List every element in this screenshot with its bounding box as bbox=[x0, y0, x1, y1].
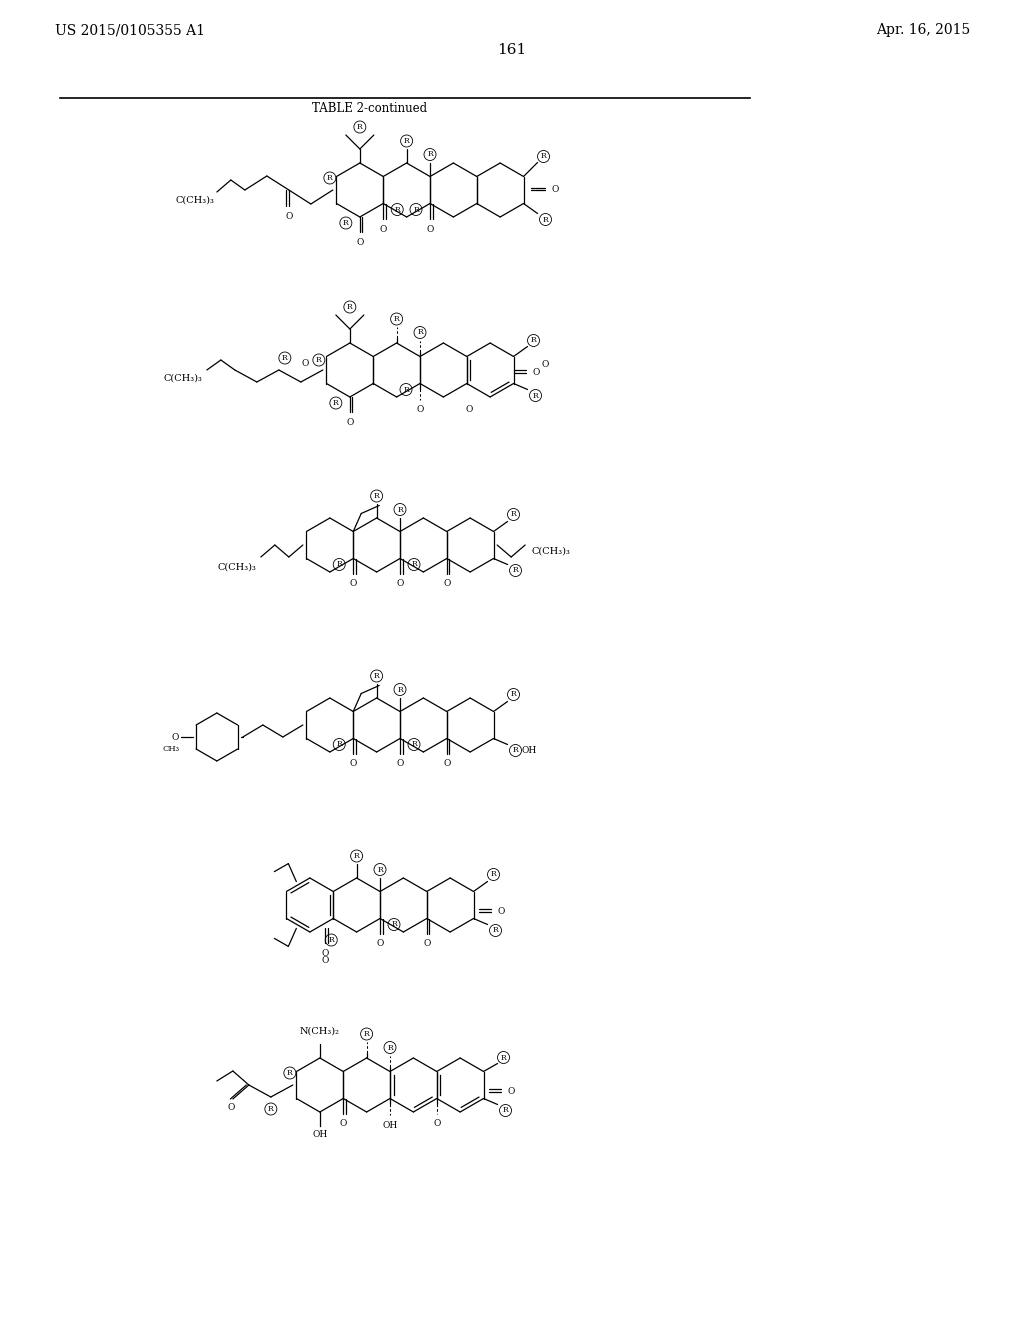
Text: R: R bbox=[374, 672, 380, 680]
Text: O: O bbox=[340, 1119, 347, 1129]
Text: R: R bbox=[541, 153, 547, 161]
Text: R: R bbox=[490, 870, 497, 879]
Text: O: O bbox=[443, 759, 451, 768]
Text: R: R bbox=[343, 219, 349, 227]
Text: R: R bbox=[364, 1030, 370, 1038]
Text: R: R bbox=[411, 561, 417, 569]
Text: CH₃: CH₃ bbox=[163, 744, 179, 752]
Text: O: O bbox=[417, 405, 424, 414]
Text: Apr. 16, 2015: Apr. 16, 2015 bbox=[876, 22, 970, 37]
Text: R: R bbox=[336, 561, 342, 569]
Text: R: R bbox=[513, 566, 518, 574]
Text: O: O bbox=[349, 579, 357, 589]
Text: OH: OH bbox=[521, 746, 537, 755]
Text: R: R bbox=[530, 337, 537, 345]
Text: O: O bbox=[532, 368, 540, 378]
Text: US 2015/0105355 A1: US 2015/0105355 A1 bbox=[55, 22, 205, 37]
Text: R: R bbox=[503, 1106, 508, 1114]
Text: O: O bbox=[551, 186, 558, 194]
Text: R: R bbox=[347, 304, 352, 312]
Text: C(CH₃)₃: C(CH₃)₃ bbox=[531, 546, 570, 556]
Text: O: O bbox=[301, 359, 308, 368]
Text: O: O bbox=[465, 405, 472, 414]
Text: O: O bbox=[171, 733, 179, 742]
Text: C(CH₃)₃: C(CH₃)₃ bbox=[164, 374, 203, 383]
Text: N(CH₃)₂: N(CH₃)₂ bbox=[300, 1027, 340, 1036]
Text: O: O bbox=[507, 1088, 514, 1096]
Text: R: R bbox=[511, 511, 516, 519]
Text: O: O bbox=[380, 224, 387, 234]
Text: R: R bbox=[394, 206, 400, 214]
Text: R: R bbox=[353, 851, 359, 861]
Text: R: R bbox=[501, 1053, 507, 1061]
Text: R: R bbox=[316, 356, 322, 364]
Text: O: O bbox=[433, 1118, 440, 1127]
Text: R: R bbox=[397, 506, 402, 513]
Text: O: O bbox=[426, 224, 434, 234]
Text: R: R bbox=[513, 747, 518, 755]
Text: R: R bbox=[336, 741, 342, 748]
Text: R: R bbox=[403, 385, 409, 393]
Text: O: O bbox=[227, 1104, 234, 1111]
Text: R: R bbox=[377, 866, 383, 874]
Text: C(CH₃)₃: C(CH₃)₃ bbox=[176, 195, 215, 205]
Text: O: O bbox=[285, 213, 293, 220]
Text: R: R bbox=[511, 690, 516, 698]
Text: O: O bbox=[322, 949, 329, 958]
Text: R: R bbox=[268, 1105, 273, 1113]
Text: R: R bbox=[427, 150, 433, 158]
Text: R: R bbox=[413, 206, 419, 214]
Text: OH: OH bbox=[312, 1130, 328, 1139]
Text: R: R bbox=[532, 392, 539, 400]
Text: R: R bbox=[287, 1069, 293, 1077]
Text: R: R bbox=[329, 936, 334, 944]
Text: R: R bbox=[391, 920, 397, 928]
Text: OH: OH bbox=[382, 1121, 397, 1130]
Text: O: O bbox=[443, 579, 451, 589]
Text: O: O bbox=[396, 759, 403, 768]
Text: R: R bbox=[282, 354, 288, 362]
Text: TABLE 2-continued: TABLE 2-continued bbox=[312, 102, 428, 115]
Text: O: O bbox=[322, 957, 329, 965]
Text: R: R bbox=[493, 927, 499, 935]
Text: O: O bbox=[356, 238, 364, 247]
Text: C(CH₃)₃: C(CH₃)₃ bbox=[218, 564, 257, 572]
Text: O: O bbox=[541, 360, 549, 370]
Text: R: R bbox=[411, 741, 417, 748]
Text: O: O bbox=[423, 940, 430, 949]
Text: O: O bbox=[349, 759, 357, 768]
Text: R: R bbox=[543, 215, 549, 223]
Text: R: R bbox=[397, 685, 402, 693]
Text: O: O bbox=[346, 418, 353, 426]
Text: R: R bbox=[403, 137, 410, 145]
Text: R: R bbox=[394, 315, 399, 323]
Text: O: O bbox=[376, 940, 384, 949]
Text: R: R bbox=[374, 492, 380, 500]
Text: R: R bbox=[333, 399, 339, 407]
Text: O: O bbox=[497, 907, 505, 916]
Text: R: R bbox=[417, 329, 423, 337]
Text: O: O bbox=[396, 579, 403, 589]
Text: R: R bbox=[327, 174, 333, 182]
Text: R: R bbox=[357, 123, 362, 131]
Text: 161: 161 bbox=[498, 44, 526, 57]
Text: R: R bbox=[387, 1044, 393, 1052]
